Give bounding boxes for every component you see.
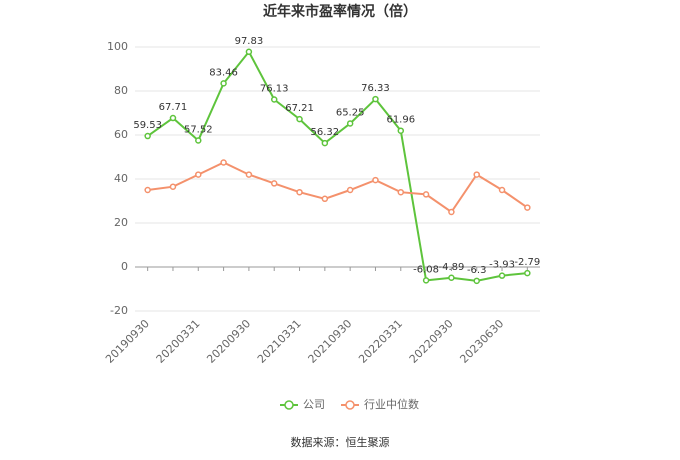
- point: [346, 120, 354, 127]
- point: [524, 204, 531, 211]
- y-tick-label: 80: [114, 84, 128, 97]
- legend-label: 行业中位数: [364, 397, 419, 411]
- source: 数据来源：恒生聚源: [291, 435, 390, 449]
- y-tick-label: 60: [114, 128, 128, 141]
- legend-marker: [345, 400, 355, 410]
- legend-marker: [284, 400, 294, 410]
- y-tick-label: 0: [121, 260, 128, 273]
- point: [372, 176, 379, 184]
- point: [422, 277, 430, 284]
- point: [321, 195, 329, 203]
- x-tick-label: 20200930: [204, 317, 253, 366]
- value-label: 65.25: [336, 107, 365, 118]
- point: [498, 272, 506, 279]
- legend-label: 公司: [303, 398, 325, 411]
- point: [397, 188, 405, 196]
- x-tick-label: 20210930: [306, 317, 355, 366]
- series-line: [147, 161, 528, 214]
- point: [220, 159, 227, 166]
- x-tick-label: 20230630: [457, 317, 506, 366]
- point: [245, 171, 253, 178]
- value-label: 83.46: [209, 67, 238, 78]
- point: [473, 171, 480, 178]
- point: [473, 277, 480, 285]
- value-label: 61.96: [386, 115, 415, 126]
- value-label: 76.13: [260, 84, 289, 95]
- point: [524, 269, 531, 277]
- point: [270, 96, 278, 103]
- point: [220, 80, 227, 87]
- y-tick-label: 20: [114, 216, 128, 229]
- x-tick-label: 20220331: [356, 317, 405, 366]
- value-label: 76.33: [361, 83, 390, 94]
- point: [195, 137, 202, 144]
- y-tick-label: 40: [114, 172, 128, 185]
- value-label: 57.52: [184, 124, 213, 135]
- point: [144, 132, 151, 140]
- point: [448, 208, 455, 216]
- series-line: [147, 49, 528, 282]
- point: [169, 114, 177, 122]
- x-tick-label: 20220930: [407, 317, 456, 366]
- y-tick-label: -20: [110, 304, 128, 317]
- point: [296, 115, 303, 123]
- point: [296, 188, 303, 196]
- value-label: 67.21: [285, 103, 314, 114]
- value-label: -4.89: [438, 262, 464, 273]
- value-label: 56.32: [311, 127, 340, 138]
- point: [270, 180, 278, 187]
- point: [321, 139, 329, 147]
- value-label: 59.53: [133, 120, 162, 131]
- value-label: 97.83: [235, 36, 264, 47]
- value-label: 67.71: [159, 102, 188, 113]
- x-tick-label: 20210331: [255, 317, 304, 366]
- y-tick-label: 100: [107, 40, 128, 53]
- point: [195, 171, 202, 178]
- point: [144, 186, 151, 194]
- point: [245, 48, 253, 56]
- point: [169, 183, 177, 190]
- point: [346, 186, 354, 194]
- point: [372, 95, 379, 103]
- value-label: -2.79: [514, 257, 540, 268]
- chart-title: 近年来市盈率情况（倍）: [263, 3, 417, 20]
- point: [448, 274, 455, 282]
- value-label: -6.3: [467, 265, 487, 276]
- value-label: -3.93: [489, 260, 515, 271]
- point: [422, 191, 430, 198]
- point: [498, 186, 506, 194]
- point: [397, 127, 405, 134]
- value-label: -6.08: [413, 264, 439, 275]
- x-tick-label: 20200331: [154, 317, 203, 366]
- x-tick-label: 20190930: [103, 317, 152, 366]
